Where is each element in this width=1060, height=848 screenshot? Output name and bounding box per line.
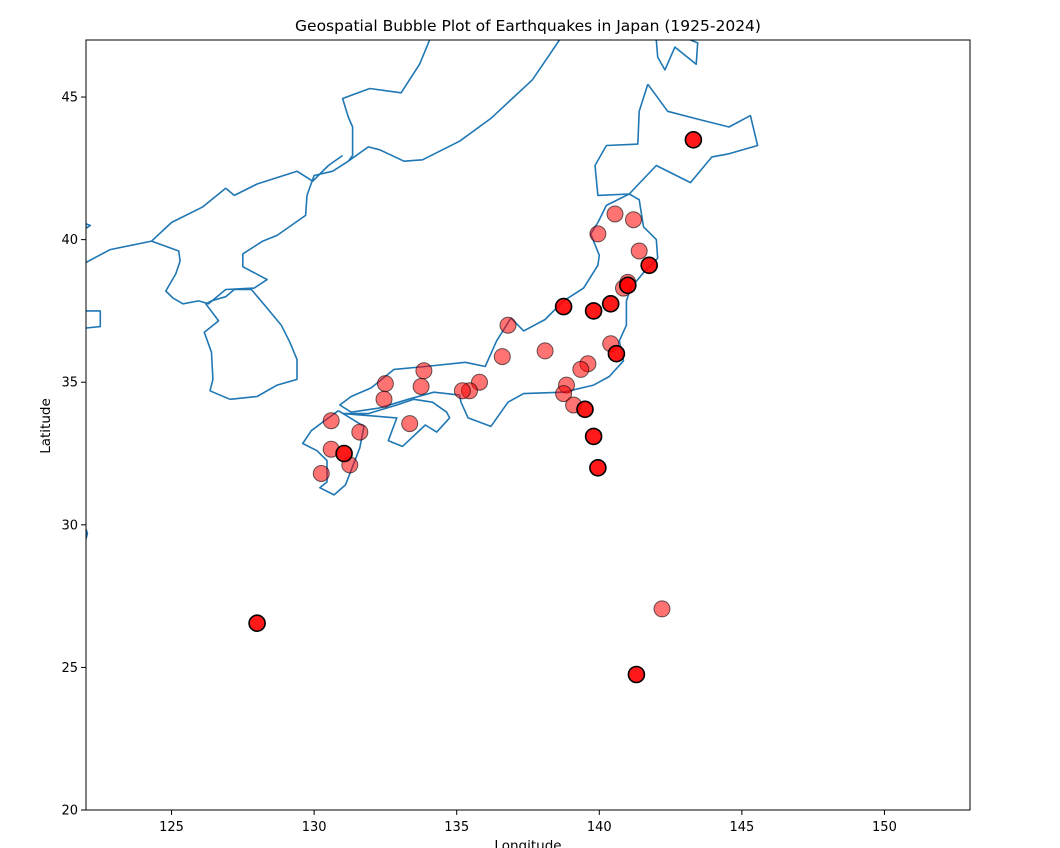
earthquake-point-translucent-18 xyxy=(415,362,433,380)
coastline-1 xyxy=(86,40,561,305)
y-axis-label: Latitude xyxy=(38,398,54,454)
plot-frame xyxy=(85,39,971,811)
earthquake-point-bold-3 xyxy=(554,297,573,316)
coastline-6 xyxy=(342,398,451,448)
x-tick-label: 140 xyxy=(587,820,612,835)
earthquake-point-translucent-21 xyxy=(376,375,394,393)
y-axis-ticks: 20 25 30 35 40 45 xyxy=(61,91,86,819)
earthquake-point-translucent-12 xyxy=(536,342,554,360)
earthquake-point-bold-12 xyxy=(627,665,646,684)
x-axis-ticks: 125 130 135 140 145 150 xyxy=(159,810,897,835)
y-tick-label: 45 xyxy=(61,91,78,106)
earthquake-point-translucent-8 xyxy=(572,360,590,378)
y-tick-label: 35 xyxy=(61,376,78,391)
x-axis-label: Longitude xyxy=(494,838,561,848)
earthquake-point-bold-2 xyxy=(601,294,620,313)
earthquake-point-translucent-0 xyxy=(589,225,607,243)
y-tick-label: 30 xyxy=(61,518,78,533)
earthquake-point-translucent-10 xyxy=(555,385,573,403)
earthquake-point-translucent-14 xyxy=(493,348,511,366)
y-tick-label: 40 xyxy=(61,233,78,248)
earthquake-point-translucent-3 xyxy=(630,242,648,260)
chart-title: Geospatial Bubble Plot of Earthquakes in… xyxy=(295,17,761,35)
earthquake-point-bold-8 xyxy=(584,427,603,446)
x-tick-label: 150 xyxy=(872,820,897,835)
earthquake-point-translucent-27 xyxy=(312,465,330,482)
coastline-3 xyxy=(151,154,344,242)
earthquake-point-translucent-17 xyxy=(453,382,471,400)
earthquake-point-translucent-23 xyxy=(351,423,369,441)
y-tick-label: 20 xyxy=(61,804,78,819)
earthquake-point-translucent-24 xyxy=(322,412,340,430)
coastline-4 xyxy=(594,83,759,197)
earthquake-point-translucent-1 xyxy=(606,205,624,223)
earthquake-point-bold-10 xyxy=(335,444,353,463)
x-tick-label: 135 xyxy=(444,820,469,835)
earthquake-point-bold-0 xyxy=(684,131,703,149)
x-tick-label: 130 xyxy=(302,820,327,835)
earthquake-point-bold-4 xyxy=(584,302,603,320)
earthquake-point-bold-9 xyxy=(589,458,607,477)
earthquake-point-translucent-28 xyxy=(653,600,671,618)
earthquake-point-bold-6 xyxy=(607,344,626,363)
coastline-8 xyxy=(86,310,102,329)
coastline-layer xyxy=(86,40,759,540)
earthquake-point-bold-1 xyxy=(640,256,659,275)
coastline-2 xyxy=(341,40,431,162)
x-tick-label: 145 xyxy=(729,820,754,835)
x-tick-label: 125 xyxy=(159,820,184,835)
coastline-9 xyxy=(86,223,92,229)
earthquake-point-translucent-19 xyxy=(412,378,430,395)
earthquake-point-translucent-20 xyxy=(401,415,419,433)
earthquake-point-bold-7 xyxy=(576,400,594,419)
coastline-7 xyxy=(301,410,365,496)
earthquake-point-bold-11 xyxy=(248,614,266,633)
earthquake-point-translucent-2 xyxy=(625,211,642,229)
data-points-layer xyxy=(248,131,703,684)
earthquake-point-translucent-13 xyxy=(499,316,517,334)
coastline-0 xyxy=(203,288,298,401)
earthquake-point-translucent-22 xyxy=(375,390,393,408)
coastline-10 xyxy=(655,40,699,71)
y-tick-label: 25 xyxy=(61,661,78,676)
earthquake-point-bold-5 xyxy=(618,276,637,295)
